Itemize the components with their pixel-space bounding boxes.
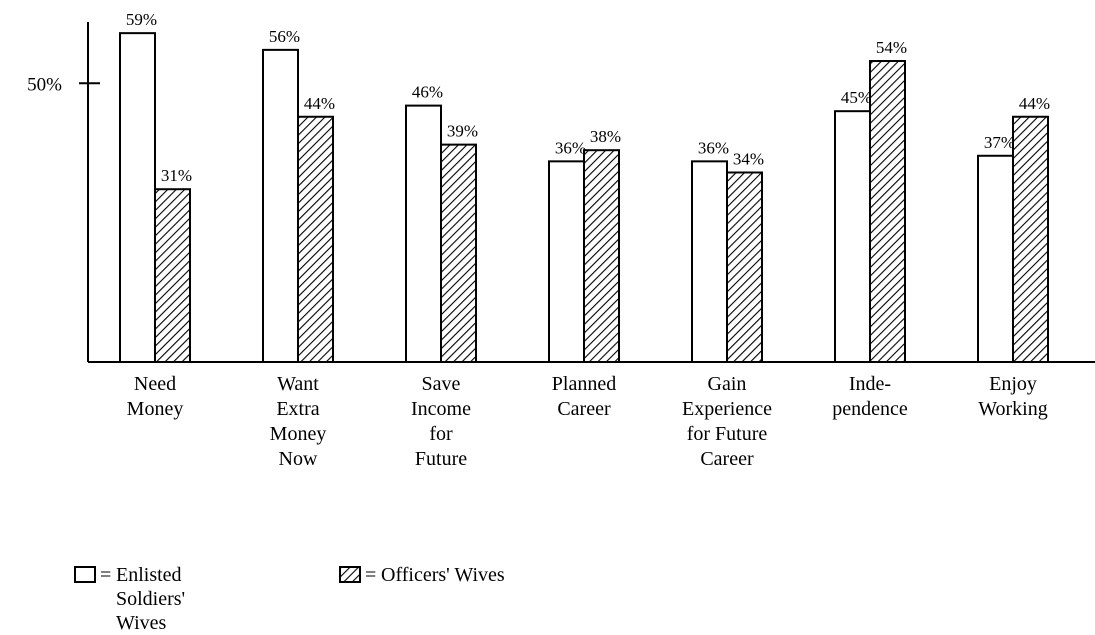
value-label: 59% bbox=[126, 10, 157, 29]
bar bbox=[262, 48, 299, 363]
value-label: 56% bbox=[269, 27, 300, 46]
value-label: 44% bbox=[1019, 94, 1050, 113]
legend-symbol: = bbox=[100, 564, 112, 586]
bar bbox=[405, 104, 442, 363]
bar bbox=[119, 32, 156, 363]
bar bbox=[869, 60, 906, 364]
x-tick-label: Planned bbox=[552, 373, 616, 395]
x-tick-label: Experience bbox=[682, 398, 772, 420]
x-tick-label: for Future bbox=[687, 423, 768, 445]
legend-label: Officers' Wives bbox=[381, 564, 505, 586]
x-tick-label: Save bbox=[422, 373, 461, 395]
x-tick-label: Gain bbox=[708, 373, 747, 395]
value-label: 36% bbox=[698, 138, 729, 157]
value-label: 45% bbox=[841, 88, 872, 107]
x-tick-label: Need bbox=[134, 373, 176, 395]
x-tick-label: for bbox=[429, 423, 453, 445]
x-tick-label: Money bbox=[270, 423, 327, 445]
x-tick-label: Career bbox=[700, 448, 754, 470]
legend-symbol: = bbox=[365, 564, 377, 586]
bar bbox=[583, 149, 620, 363]
bar bbox=[977, 154, 1014, 363]
bar bbox=[1012, 115, 1049, 363]
x-tick-label: Want bbox=[277, 373, 319, 395]
chart: 50% Need Money 59% 31% Want Extra Money Now 56% 44… bbox=[27, 10, 1095, 583]
bar bbox=[726, 171, 763, 363]
bar bbox=[834, 110, 871, 363]
legend-swatch bbox=[339, 566, 361, 583]
x-tick-label: Career bbox=[557, 398, 611, 420]
x-tick-label: Working bbox=[978, 398, 1048, 420]
bar bbox=[691, 160, 728, 363]
value-label: 46% bbox=[412, 83, 443, 102]
x-tick-label: Now bbox=[279, 448, 318, 470]
legend-label: Enlisted Soldiers' Wives bbox=[116, 564, 186, 634]
bar bbox=[154, 188, 191, 363]
value-label: 31% bbox=[161, 166, 192, 185]
value-label: 37% bbox=[984, 133, 1015, 152]
x-tick-label: Inde- bbox=[849, 373, 891, 395]
bar bbox=[548, 160, 585, 363]
value-label: 39% bbox=[447, 122, 478, 141]
x-tick-label: Future bbox=[415, 448, 467, 470]
legend-swatch bbox=[74, 566, 96, 583]
value-label: 34% bbox=[733, 149, 764, 168]
x-tick-label: Extra bbox=[276, 398, 319, 420]
value-label: 36% bbox=[555, 138, 586, 157]
x-tick-label: pendence bbox=[832, 398, 908, 420]
x-tick-label: Enjoy bbox=[989, 373, 1037, 395]
bar bbox=[440, 143, 477, 363]
value-label: 44% bbox=[304, 94, 335, 113]
value-label: 54% bbox=[876, 38, 907, 57]
page: 50% Need Money 59% 31% Want Extra Money Now 56% 44… bbox=[27, 10, 1095, 634]
x-tick-label: Money bbox=[127, 398, 184, 420]
bar bbox=[297, 115, 334, 363]
x-tick-label: Income bbox=[411, 398, 471, 420]
y-tick-label: 50% bbox=[27, 74, 62, 95]
value-label: 38% bbox=[590, 127, 621, 146]
